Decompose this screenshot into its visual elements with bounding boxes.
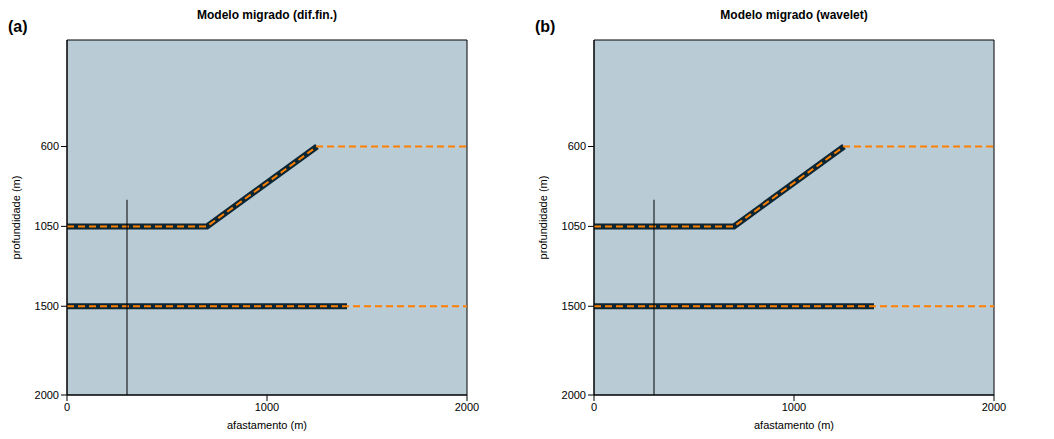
html-text:(a): (a) [8, 18, 28, 35]
svg-text:1050: 1050 [35, 220, 59, 232]
html-text:Modelo migrado (wavelet): Modelo migrado (wavelet) [720, 8, 868, 22]
html-text:Modelo migrado (dif.fin.): Modelo migrado (dif.fin.) [197, 8, 337, 22]
svg-text:1500: 1500 [35, 300, 59, 312]
svg-text:afastamento (m): afastamento (m) [754, 419, 834, 431]
svg-text:2000: 2000 [982, 401, 1006, 413]
svg-text:2000: 2000 [562, 389, 586, 401]
svg-text:2000: 2000 [35, 389, 59, 401]
svg-text:1050: 1050 [562, 220, 586, 232]
svg-text:1000: 1000 [255, 401, 279, 413]
svg-text:1500: 1500 [562, 300, 586, 312]
svg-text:2000: 2000 [455, 401, 479, 413]
svg-text:0: 0 [591, 401, 597, 413]
svg-text:profundidade (m): profundidade (m) [10, 176, 22, 260]
svg-text:profundidade (m): profundidade (m) [537, 176, 549, 260]
svg-text:600: 600 [41, 140, 59, 152]
html-text:(b): (b) [535, 18, 556, 35]
svg-text:0: 0 [64, 401, 70, 413]
svg-text:afastamento (m): afastamento (m) [227, 419, 307, 431]
svg-text:1000: 1000 [782, 401, 806, 413]
svg-text:600: 600 [568, 140, 586, 152]
